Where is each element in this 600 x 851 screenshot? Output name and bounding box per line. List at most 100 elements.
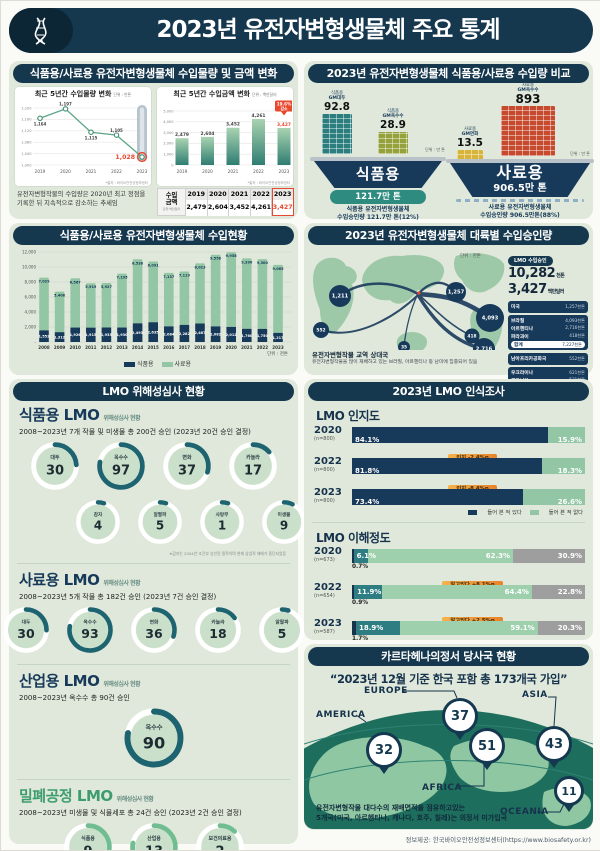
x-tick-label: 2016 xyxy=(163,345,175,350)
risk-desc: 2008~2023년 미생물 및 식물세포 총 24건 승인 (2023년 2건… xyxy=(19,809,242,817)
feed-bar xyxy=(242,258,252,329)
donut-inner xyxy=(68,828,107,850)
map-bubbles: 1,211 552 1,257 4,093 418 2,716 35 xyxy=(313,282,504,350)
understanding-row-2022: 2022 (n=654) 11.9% 64.4% 22.8% xyxy=(304,583,593,600)
feed-label: 8,538 xyxy=(132,261,144,265)
volume-chart-unit: 단위 : 만톤 xyxy=(113,92,132,97)
data-label: 1,115 xyxy=(85,136,98,141)
feed-label: 7,119 xyxy=(179,273,191,277)
understanding-label-2: 59.1% xyxy=(510,624,535,632)
risk-circle-대두: 대두 30 xyxy=(2,606,50,658)
y-tick-label: 5,000 xyxy=(163,109,174,113)
sidebar-block-2: 남아프리카공화국 552천톤 xyxy=(508,352,588,365)
risk-desc: 2008~2023년 7개 작물 및 미생물 총 200건 승인 (2023년 … xyxy=(19,428,251,436)
feed-bar xyxy=(70,278,80,328)
country-name: 브라질 xyxy=(511,319,525,325)
table-value: 3,427 xyxy=(272,200,293,216)
risk-heading-sub: 위해성심사 현황 xyxy=(103,681,141,688)
donut-inner xyxy=(80,504,116,540)
donut-arc xyxy=(250,442,272,455)
decrease-badge xyxy=(275,100,292,112)
understanding-segment-0 xyxy=(352,549,354,563)
volume-line-chart: 1,000 1,040 1,080 1,120 1,160 1,200 1,164 2019 1… xyxy=(21,102,147,174)
segment-heard-label: 81.8% xyxy=(355,467,380,475)
globe-area: AMERICA 32 EUROPE 37 AFRICA 51 ASIA 43 OCEANIA 11… xyxy=(304,684,593,829)
feed-ship-group: 단위 : 만 톤 사료용 GM면화 13.5 사료용 GM옥수수 893 사료용… xyxy=(446,83,594,219)
region-pin-OCEANIA: 11 xyxy=(554,776,584,806)
x-tick-label: 2020 xyxy=(225,345,237,350)
risk-circles-row-1: 대두 30 옥수수 97 면화 37 카놀라 17 xyxy=(19,441,288,495)
donut-value: 5 xyxy=(156,519,164,533)
donut-arc xyxy=(157,500,169,506)
risk-circle-옥수수: 옥수수 93 xyxy=(66,606,114,658)
map-bubble xyxy=(398,341,410,350)
feed-tonnage-text: 906.5만 톤 xyxy=(493,183,547,194)
food-label: 2,012 xyxy=(226,333,238,337)
understanding-segment-3 xyxy=(531,585,585,599)
risk-donut: 면화 37 xyxy=(162,442,211,490)
donut-inner xyxy=(35,447,74,485)
map-bubble xyxy=(476,304,504,332)
world-map: 1,211 552 1,257 4,093 418 2,716 35 xyxy=(313,253,505,350)
donut-label: 보건의료용 xyxy=(208,835,231,842)
decrease-badge-tail xyxy=(281,111,287,116)
amount-chart-source: *출처 : 바이오안전성정보센터 xyxy=(247,181,290,185)
donut-value: 97 xyxy=(111,463,129,478)
feed-ship-name: 사료용 xyxy=(496,163,544,182)
amount-chart-unit: 단위 : 백만달러 xyxy=(251,92,277,97)
awareness-bar: 73.4% 26.6% xyxy=(352,489,585,506)
ship-deck xyxy=(446,159,594,163)
table-col-2023: 2023 3,427 xyxy=(272,188,294,216)
waves xyxy=(456,199,584,202)
understanding-heading: LMO 이해정도 xyxy=(316,531,391,545)
table-row-label-1: 수입 xyxy=(165,191,178,199)
bar xyxy=(201,136,214,165)
country-value: 4,093천톤 xyxy=(565,317,585,323)
segment-heard: 84.1% xyxy=(352,427,548,444)
risk-circle-알팔파: 알팔파 5 xyxy=(258,606,306,658)
stack-crop: GM면화 xyxy=(461,132,479,138)
table-year: 2019 xyxy=(186,189,207,200)
country-value: 552천톤 xyxy=(569,355,585,361)
food-label: 2,467 xyxy=(194,331,206,335)
y-tick-label: 4,000 xyxy=(163,120,174,124)
risk-donut: 옥수수 97 xyxy=(96,442,145,490)
y-tick-label: 8,000 xyxy=(25,279,37,284)
food-ship-caption: 식품용 유전자변형생물체 수입승인량 121.7만 톤(12%) xyxy=(309,206,447,221)
sample-size: (n=800) xyxy=(314,436,335,442)
food-label: 2,084 xyxy=(163,333,175,337)
donut-arc xyxy=(151,607,177,639)
understanding-year: 2023 (n=587) xyxy=(314,619,352,636)
donut-arc xyxy=(281,500,295,507)
donut-value: 2 xyxy=(215,844,224,851)
page-footer-source: 정보제공: 한국바이오안전성정보센터(https://www.biosafety… xyxy=(405,837,591,844)
x-tick-label: 2021 xyxy=(86,169,97,174)
food-ship-name: 식품용 xyxy=(355,165,401,183)
understanding-segment-3 xyxy=(537,621,585,635)
donut-value: 9 xyxy=(280,519,288,533)
donut-label: 옥수수 xyxy=(145,724,162,732)
risk-desc: 2008~2023년 5개 작물 총 182건 승인 (2023년 7건 승인 … xyxy=(19,593,217,601)
caption-line: 사료용 유전자변형생물체 xyxy=(488,204,552,211)
year-label: 2022 xyxy=(314,456,342,467)
survey-divider xyxy=(312,522,585,523)
donut-value: 30 xyxy=(17,626,35,641)
donut-value: 5 xyxy=(277,626,286,641)
total-label: 합계 xyxy=(514,343,523,349)
risk-circle-식품용: 식품용 9 xyxy=(63,822,113,850)
legend-swatch-1 xyxy=(161,361,173,367)
total-value: 7,227천톤 xyxy=(562,341,582,347)
total-amount: 3,427백만달러 xyxy=(508,281,565,297)
country-value: 418천톤 xyxy=(569,333,585,339)
stack-cat: 사료용 xyxy=(521,83,535,88)
risk-heading-text: 사료용 LMO xyxy=(19,571,100,589)
feed-bar xyxy=(226,252,236,327)
sidebar-row: 남아프리카공화국 552천톤 xyxy=(511,355,585,363)
donut-label: 알팔파 xyxy=(154,511,167,518)
risk-circles-row: 대두 30 옥수수 93 면화 36 카놀라 18 알팔파 5 xyxy=(2,606,305,658)
sidebar-block-1: 브라질 4,093천톤 아르헨티나 2,716천톤 파라과이 418천톤 합계 7,227천톤 xyxy=(508,315,588,351)
panel-continent-title: 2023년 유전자변형생물체 대륙별 수입승인량 xyxy=(308,226,589,245)
table-value: 2,604 xyxy=(207,200,229,216)
data-label: 4,261 xyxy=(252,113,266,119)
